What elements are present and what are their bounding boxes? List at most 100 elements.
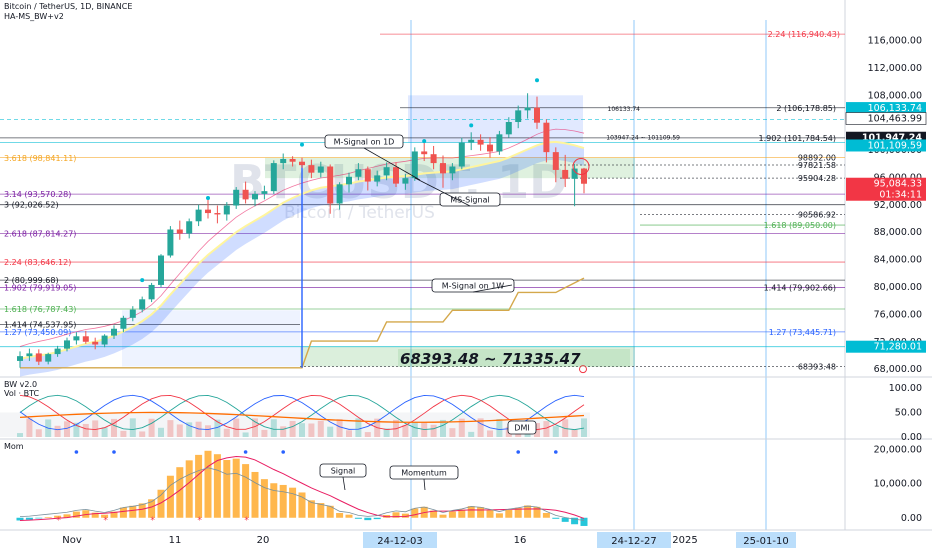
candle-body bbox=[148, 284, 155, 300]
momentum-bar bbox=[364, 517, 372, 521]
momentum-bar bbox=[148, 499, 156, 518]
bw-volume-bar bbox=[82, 423, 89, 437]
signal-dot bbox=[206, 196, 210, 200]
watermark-subtitle: Bitcoin / TetherUS bbox=[284, 203, 435, 223]
ms-signal-band bbox=[20, 141, 584, 377]
star-marker: * bbox=[244, 516, 249, 526]
momentum-bar bbox=[251, 471, 259, 518]
price-label-bg bbox=[846, 177, 926, 190]
star-marker: * bbox=[103, 516, 108, 526]
candle-body bbox=[543, 122, 550, 153]
bw-volume-bar bbox=[26, 418, 33, 437]
momentum-bar bbox=[129, 505, 137, 518]
candle-body bbox=[167, 229, 174, 256]
signal-dot bbox=[422, 139, 427, 144]
price-label-bg bbox=[846, 188, 926, 201]
momentum-bar bbox=[580, 517, 588, 526]
bw-volume-bar bbox=[111, 418, 117, 437]
momentum-bar bbox=[458, 509, 466, 518]
bw-line bbox=[19, 394, 585, 431]
price-tick: 68,000.00 bbox=[874, 364, 922, 375]
price-label: 95,084.33 bbox=[874, 179, 922, 190]
chart-title: Bitcoin / TetherUS, 1D, BINANCE bbox=[4, 2, 133, 11]
momentum-bar bbox=[35, 517, 43, 519]
msignal-1d-label: M-Signal on 1D bbox=[334, 138, 395, 147]
momentum-bar bbox=[25, 517, 33, 520]
range-label: 68393.48 ~ 71335.47 bbox=[400, 350, 581, 368]
fib-label: 2.24 (83,646.12) bbox=[4, 258, 71, 267]
momentum-bar bbox=[279, 484, 287, 518]
bw-volume-bar bbox=[186, 422, 193, 437]
momentum-bar bbox=[44, 517, 52, 518]
momentum-bar bbox=[430, 510, 438, 518]
momentum-bar bbox=[317, 503, 325, 518]
time-highlight-bg bbox=[597, 532, 671, 548]
candle-body bbox=[214, 213, 221, 215]
bw-volume-bar bbox=[487, 430, 493, 437]
signal-label-pointer bbox=[342, 476, 346, 491]
candle-body bbox=[524, 107, 531, 111]
momentum-bar bbox=[354, 517, 362, 519]
ms-signal-label: MS-Signal bbox=[450, 196, 489, 205]
fib-label: 3 (92,026.52) bbox=[4, 201, 59, 210]
candle-body bbox=[355, 169, 362, 177]
candle-body bbox=[505, 122, 512, 135]
mom-dot bbox=[516, 450, 520, 454]
time-highlight: 25-01-10 bbox=[743, 536, 788, 547]
candle-body bbox=[92, 341, 99, 345]
signal-dot bbox=[140, 278, 145, 283]
bw-volume-bar bbox=[402, 424, 409, 437]
mom-tick: 20,000.00 bbox=[874, 444, 922, 455]
bw-pane-title: BW v2.0 bbox=[4, 380, 38, 389]
candle-body bbox=[205, 209, 211, 214]
candle-body bbox=[223, 205, 230, 215]
indicator-name: HA-MS_BW+v2 bbox=[4, 12, 64, 21]
momentum-bar bbox=[495, 513, 503, 518]
dmi-label-box bbox=[507, 420, 537, 435]
bw-tick: 0.00 bbox=[901, 432, 922, 443]
candle-body bbox=[158, 255, 164, 285]
momentum-bar bbox=[571, 517, 579, 525]
momentum-bar bbox=[110, 511, 118, 518]
momentum-bar bbox=[345, 514, 353, 518]
candle-body bbox=[364, 169, 371, 182]
price-tick: 116,000.00 bbox=[868, 36, 922, 47]
candle-body bbox=[242, 189, 249, 200]
bw-volume-bar bbox=[327, 426, 334, 437]
price-tick: 80,000.00 bbox=[874, 282, 922, 293]
bw-volume-bar bbox=[233, 418, 240, 437]
range-box-blue-lower bbox=[122, 310, 300, 367]
bw-volume-bar bbox=[364, 432, 371, 437]
mom-dot bbox=[554, 450, 558, 454]
fib-label: 3.618 (98,841.11) bbox=[4, 154, 76, 163]
candle-body bbox=[280, 158, 287, 164]
candle-body bbox=[54, 348, 61, 355]
candle-body bbox=[496, 134, 503, 152]
candle-body bbox=[336, 184, 343, 204]
momentum-bar bbox=[270, 483, 278, 518]
momentum-bar bbox=[101, 514, 109, 518]
candle-body bbox=[308, 165, 315, 173]
bw-pane-subtitle: Vol · BTC bbox=[4, 389, 40, 398]
bw-volume-bar bbox=[270, 419, 277, 437]
time-tick: 11 bbox=[169, 535, 182, 546]
m-signal-1w-line bbox=[20, 277, 585, 369]
mom-tick: 0.00 bbox=[901, 513, 922, 524]
bw-volume-bar bbox=[440, 419, 446, 437]
fib-label: 1.414 (74,537.95) bbox=[4, 320, 76, 329]
momentum-bar bbox=[232, 458, 240, 518]
time-tick: 2025 bbox=[672, 535, 697, 546]
candle-body bbox=[233, 189, 240, 206]
candle-body bbox=[430, 154, 437, 164]
candle-body bbox=[17, 356, 23, 361]
ms-signal-label-pointer bbox=[414, 177, 471, 207]
candle-body bbox=[468, 139, 475, 143]
fib-label: 1.618 (76,787.43) bbox=[4, 305, 76, 314]
bw-volume-bar bbox=[214, 419, 221, 437]
bw-volume-bar bbox=[280, 426, 287, 437]
bw-volume-bar bbox=[148, 418, 155, 437]
candle-body bbox=[440, 163, 446, 174]
bw-volume-bar bbox=[205, 425, 211, 437]
